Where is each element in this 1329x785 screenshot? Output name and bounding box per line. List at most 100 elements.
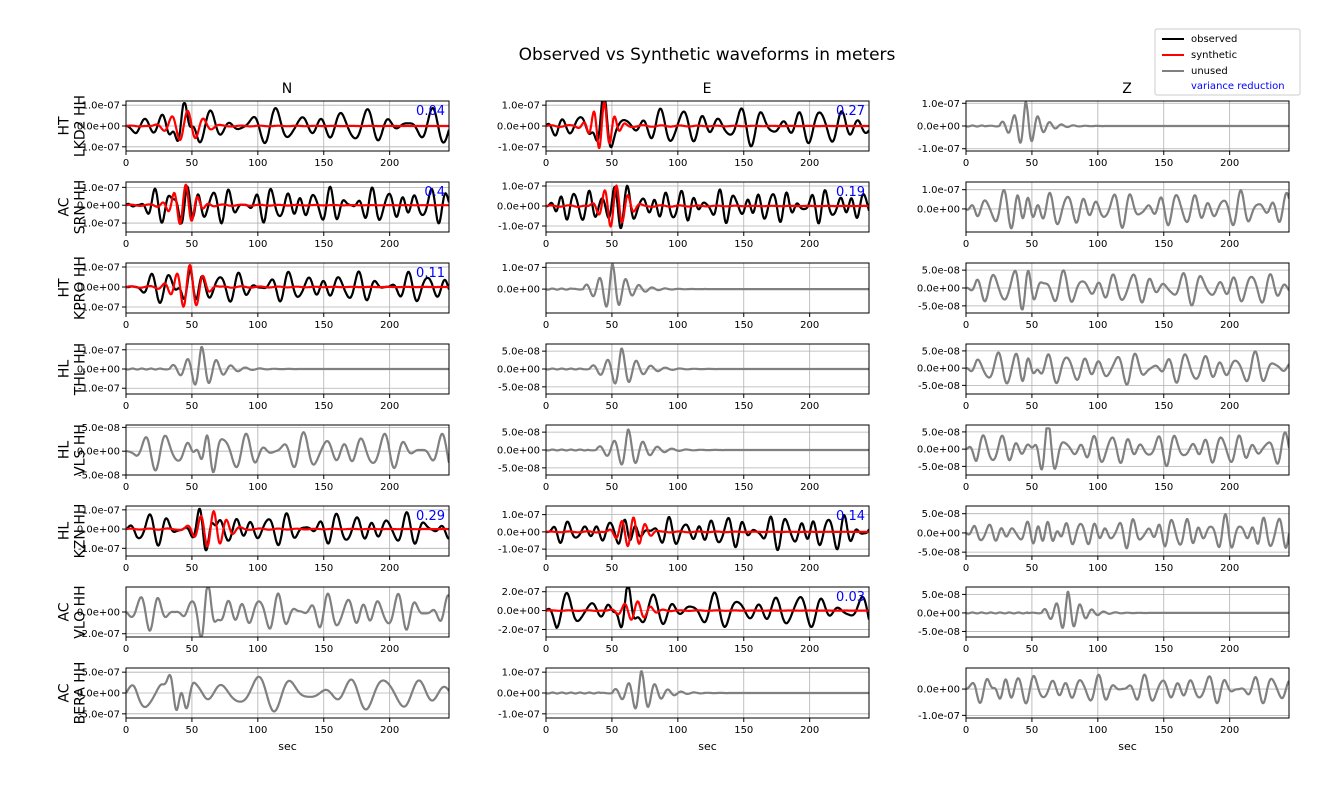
x-tick-label: 50 xyxy=(606,725,619,736)
panel-frame xyxy=(545,505,870,557)
unused-trace xyxy=(546,347,869,385)
x-tick-label: 100 xyxy=(1088,482,1107,493)
unused-trace xyxy=(966,427,1289,471)
x-tick-label: 150 xyxy=(314,401,333,412)
variance-reduction-label: 0.27 xyxy=(836,104,865,119)
panel-frame xyxy=(125,181,450,233)
y-tick-label: 1.0e-07 xyxy=(502,182,540,193)
x-tick-label: 150 xyxy=(314,482,333,493)
y-tick-label: 0.0e+00 xyxy=(497,527,540,538)
y-tick-label: 5.0e-08 xyxy=(502,428,540,439)
waveform-panel: -5.0e-08 0.0e+00 5.0e-08 0 50 100 150 200 xyxy=(917,424,1290,493)
x-tick-label: 50 xyxy=(606,320,619,331)
x-tick-label: 0 xyxy=(963,725,969,736)
waveform-panel: 0.0e+00 -1.0e-070 50 100 150 200 sec xyxy=(917,667,1290,753)
x-tick-label: 150 xyxy=(734,725,753,736)
waveform-panel: -1.0e-07 0.0e+00 1.0e-07 0 50 100 150 200 sec xyxy=(497,667,870,753)
y-tick-label: 5.0e-07 xyxy=(82,668,120,679)
y-tick-label: 5.0e-08 xyxy=(922,346,960,357)
y-tick-label: 5.0e-08 xyxy=(502,347,540,358)
y-tick-label: -1.0e-07 xyxy=(918,711,960,722)
waveform-panel: -1.0e-07 0.0e+00 1.0e-07 0 50 100 150 200 0.19 xyxy=(497,181,870,250)
y-tick-label: 1.0e-07 xyxy=(82,345,120,356)
x-tick-label: 0 xyxy=(543,482,549,493)
y-tick-label: 0.0e+00 xyxy=(77,447,120,458)
x-tick-label: 200 xyxy=(800,482,819,493)
y-tick-label: 0.0e+00 xyxy=(917,284,960,295)
x-tick-label: 50 xyxy=(186,158,199,169)
y-tick-label: 1.0e-07 xyxy=(82,505,120,516)
panel-frame xyxy=(545,262,870,314)
x-tick-label: 100 xyxy=(248,158,267,169)
x-tick-label: 200 xyxy=(380,482,399,493)
variance-reduction-label: 0.4 xyxy=(424,185,445,200)
y-tick-label: 5.0e-08 xyxy=(922,590,960,601)
x-tick-label: 150 xyxy=(1154,482,1173,493)
x-tick-label: 50 xyxy=(186,725,199,736)
y-tick-label: 0.0e+00 xyxy=(497,365,540,376)
column-title-e: E xyxy=(703,81,712,97)
x-tick-label: 100 xyxy=(1088,239,1107,250)
unused-trace xyxy=(126,345,449,386)
waveform-panel: -1.0e-07 0.0e+00 1.0e-07 0 50 100 150 200 0.27 xyxy=(497,100,870,169)
y-tick-label: 0.0e+00 xyxy=(497,202,540,213)
x-tick-label: 0 xyxy=(963,401,969,412)
x-tick-label: 100 xyxy=(248,320,267,331)
station-label: ACSRN HH xyxy=(57,180,89,235)
x-tick-label: 50 xyxy=(1026,158,1039,169)
x-tick-label: 150 xyxy=(734,563,753,574)
waveform-panel: 0.0e+00 1.0e-07 0 50 100 150 200 xyxy=(917,181,1290,250)
y-tick-label: 1.0e-07 xyxy=(502,510,540,521)
x-tick-label: 0 xyxy=(963,158,969,169)
x-tick-label: 150 xyxy=(314,563,333,574)
column-title-z: Z xyxy=(1122,81,1132,97)
x-tick-label: 200 xyxy=(1220,158,1239,169)
panel-frame xyxy=(125,262,450,314)
unused-trace xyxy=(966,590,1289,629)
unused-trace xyxy=(966,269,1289,311)
y-tick-label: 5.0e-08 xyxy=(922,266,960,277)
x-tick-label: 0 xyxy=(123,401,129,412)
synthetic-trace xyxy=(126,263,449,308)
x-tick-label: 200 xyxy=(800,401,819,412)
y-tick-label: 0.0e+00 xyxy=(497,122,540,133)
y-tick-label: 0.0e+00 xyxy=(917,445,960,456)
x-axis-label: sec xyxy=(278,740,297,753)
unused-trace xyxy=(126,673,449,713)
x-tick-label: 100 xyxy=(248,563,267,574)
x-tick-label: 0 xyxy=(543,158,549,169)
y-tick-label: -1.0e-07 xyxy=(78,219,120,230)
y-tick-label: -1.0e-07 xyxy=(498,545,540,556)
x-tick-label: 50 xyxy=(1026,725,1039,736)
x-tick-label: 200 xyxy=(1220,320,1239,331)
panel-frame xyxy=(545,586,870,638)
synthetic-trace xyxy=(126,510,449,548)
unused-trace xyxy=(546,670,869,710)
y-tick-label: -1.0e-07 xyxy=(498,222,540,233)
column-title-n: N xyxy=(282,81,292,97)
x-tick-label: 100 xyxy=(1088,563,1107,574)
x-tick-label: 50 xyxy=(186,644,199,655)
x-tick-label: 150 xyxy=(1154,644,1173,655)
x-tick-label: 100 xyxy=(248,725,267,736)
waveform-panel: -5.0e-08 0.0e+00 5.0e-08 0 50 100 150 200 xyxy=(917,343,1290,412)
variance-reduction-label: 0.14 xyxy=(836,509,865,524)
x-tick-label: 100 xyxy=(668,239,687,250)
x-tick-label: 100 xyxy=(668,158,687,169)
x-tick-label: 0 xyxy=(543,563,549,574)
y-tick-label: 0.0e+00 xyxy=(77,689,120,700)
station-label: HLTHL HH xyxy=(57,343,89,396)
y-tick-label: -5.0e-08 xyxy=(498,382,540,393)
x-tick-label: 150 xyxy=(734,482,753,493)
x-tick-label: 0 xyxy=(543,320,549,331)
x-tick-label: 100 xyxy=(1088,644,1107,655)
waveform-panel: -5.0e-08 0.0e+00 5.0e-08 0 50 100 150 200 xyxy=(917,505,1290,574)
x-tick-label: 200 xyxy=(380,239,399,250)
y-tick-label: 0.0e+00 xyxy=(497,285,540,296)
x-tick-label: 150 xyxy=(314,158,333,169)
x-tick-label: 150 xyxy=(1154,239,1173,250)
variance-reduction-label: 0.11 xyxy=(416,266,445,281)
x-tick-label: 100 xyxy=(668,644,687,655)
waveform-panel: -2.0e-07 0.0e+00 0 50 100 150 200 xyxy=(77,586,450,655)
y-tick-label: 0.0e+00 xyxy=(917,528,960,539)
